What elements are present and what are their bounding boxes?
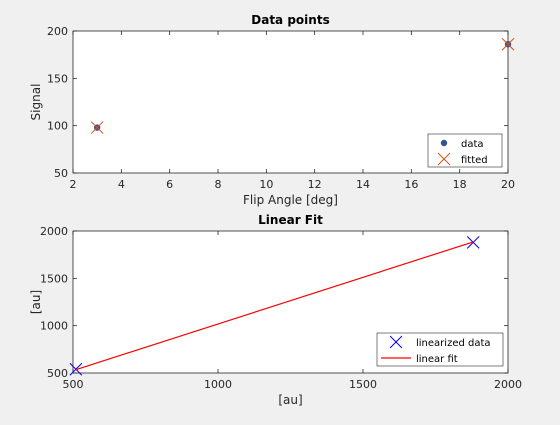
legend-symbol xyxy=(440,139,448,147)
legend-label: linearized data xyxy=(416,338,491,349)
y-tick-label: 2000 xyxy=(40,225,68,238)
x-tick-label: 18 xyxy=(453,178,467,191)
legend: data fitted xyxy=(427,133,503,168)
x-marker-stroke xyxy=(501,37,515,51)
x-tick-label: 14 xyxy=(356,178,370,191)
y-tick-label: 150 xyxy=(47,72,68,85)
legend-label: linear fit xyxy=(416,354,458,365)
legend-symbol xyxy=(437,152,451,166)
y-tick-label: 1000 xyxy=(40,320,68,333)
data-point xyxy=(501,37,515,51)
y-tick-label: 100 xyxy=(47,120,68,133)
chart-title: Data points xyxy=(251,13,329,27)
legend: linearized data linear fit xyxy=(376,332,504,367)
y-axis-label: [au] xyxy=(29,290,43,314)
y-tick-label: 50 xyxy=(54,167,68,180)
legend-symbol xyxy=(389,335,403,349)
x-tick-label: 1000 xyxy=(204,378,232,391)
x-tick-label: 6 xyxy=(166,178,173,191)
x-tick-label: 2 xyxy=(70,178,77,191)
chart-title: Linear Fit xyxy=(258,213,323,227)
x-axis-label: Flip Angle [deg] xyxy=(243,193,338,207)
legend-box xyxy=(427,133,503,168)
y-tick-label: 200 xyxy=(47,25,68,38)
y-tick-label: 1500 xyxy=(40,272,68,285)
x-axis-label: [au] xyxy=(278,393,302,407)
axes-1: 2 4 6 8 10 12 14 16 18 20 50 100 150 200 Data points Fl… xyxy=(29,13,515,207)
y-axis-label: Signal xyxy=(29,84,43,121)
x-tick-label: 500 xyxy=(63,378,84,391)
series-fitted xyxy=(90,37,515,134)
x-marker-stroke xyxy=(90,121,104,134)
series-line xyxy=(75,241,474,371)
axes-2: 500 1000 1500 2000 500 1000 1500 2000 Linear Fit… xyxy=(29,213,522,407)
x-tick-label: 10 xyxy=(259,178,273,191)
y-tick-label: 500 xyxy=(47,367,68,380)
series-linear-fit xyxy=(75,241,474,371)
x-tick-label: 8 xyxy=(215,178,222,191)
x-tick-label: 2000 xyxy=(494,378,522,391)
x-tick-label: 16 xyxy=(404,178,418,191)
legend-label: data xyxy=(461,139,484,150)
data-point xyxy=(90,121,104,134)
x-tick-label: 12 xyxy=(308,178,322,191)
legend-label: fitted xyxy=(461,155,488,166)
x-tick-label: 20 xyxy=(501,178,515,191)
legend-box xyxy=(376,332,504,367)
x-tick-label: 1500 xyxy=(349,378,377,391)
x-tick-label: 4 xyxy=(118,178,125,191)
